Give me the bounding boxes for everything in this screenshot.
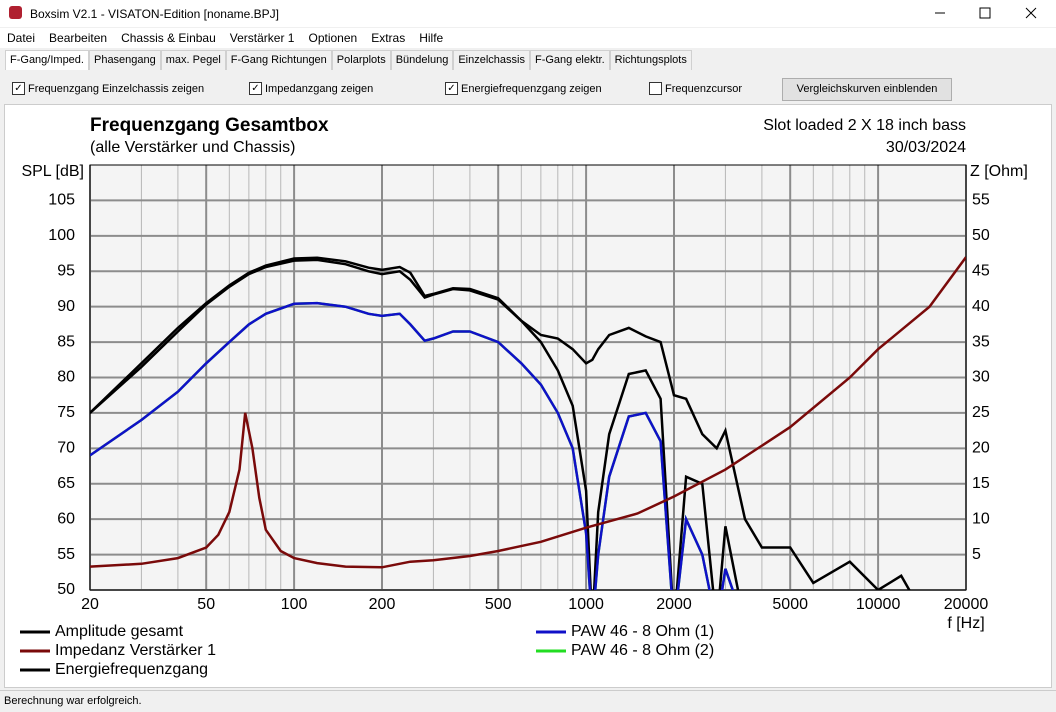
tab[interactable]: F-Gang elektr. [529, 50, 610, 70]
legend-label: PAW 46 - 8 Ohm (1) [571, 623, 714, 640]
checkbox-label: Energiefrequenzgang zeigen [461, 82, 602, 95]
window-title: Boxsim V2.1 - VISATON-Edition [noname.BP… [30, 7, 279, 21]
checkbox-option[interactable]: ✓ Impedanzgang zeigen [249, 82, 373, 95]
y-tick-label: 95 [57, 262, 75, 279]
x-tick-label: 20 [81, 596, 99, 613]
x-tick-label: 20000 [944, 596, 989, 613]
checkbox-label: Impedanzgang zeigen [265, 82, 374, 95]
x-tick-label: 100 [281, 596, 308, 613]
maximize[interactable] [979, 7, 991, 19]
y2-tick-label: 40 [972, 298, 990, 315]
menu-item[interactable]: Datei [7, 31, 36, 45]
y-axis-label: SPL [dB] [21, 163, 84, 180]
close[interactable] [1025, 7, 1037, 19]
series-line [90, 256, 966, 569]
menu-item[interactable]: Extras [371, 31, 406, 45]
y-tick-label: 65 [57, 475, 75, 492]
checkbox[interactable]: ✓ [12, 82, 25, 95]
checkbox-option[interactable]: ✓ Energiefrequenzgang zeigen [445, 82, 602, 95]
y2-tick-label: 25 [972, 404, 990, 421]
x-tick-label: 1000 [568, 596, 604, 613]
y-tick-label: 80 [57, 369, 75, 386]
y2-tick-label: 55 [972, 192, 990, 209]
legend-label: Amplitude gesamt [55, 623, 184, 640]
chart: Frequenzgang Gesamtbox (alle Verstärker … [20, 115, 1028, 678]
x-tick-label: 5000 [772, 596, 808, 613]
y-tick-label: 55 [57, 546, 75, 563]
x-axis-label: f [Hz] [947, 615, 984, 632]
series-line [90, 258, 740, 590]
y-tick-label: 85 [57, 333, 75, 350]
y2-tick-label: 15 [972, 475, 990, 492]
y2-tick-label: 5 [972, 546, 981, 563]
series-line [90, 256, 911, 590]
chart-date: 30/03/2024 [886, 139, 966, 156]
x-tick-label: 2000 [656, 596, 692, 613]
x-tick-label: 200 [369, 596, 396, 613]
tab[interactable]: Phasengang [88, 50, 161, 70]
chart-subtitle: (alle Verstärker und Chassis) [90, 139, 295, 156]
tab[interactable]: F-Gang/Imped. [5, 50, 89, 70]
title-bar: Boxsim V2.1 - VISATON-Edition [noname.BP… [0, 0, 1056, 27]
y-tick-label: 105 [48, 192, 75, 209]
plot-frame [89, 164, 967, 591]
menu-item[interactable]: Chassis & Einbau [121, 31, 216, 45]
x-tick-label: 50 [197, 596, 215, 613]
tab[interactable]: Einzelchassis [453, 50, 530, 70]
menu-item[interactable]: Verstärker 1 [229, 31, 295, 45]
window-controls[interactable] [920, 0, 1056, 27]
app-icon [9, 6, 22, 19]
x-tick-label: 500 [485, 596, 512, 613]
x-tick-label: 10000 [856, 596, 901, 613]
legend-label: Impedanz Verstärker 1 [55, 642, 216, 659]
tab[interactable]: F-Gang Richtungen [225, 50, 332, 70]
tab-bar: F-Gang/Imped. Phasengang max. Pegel F-Gang … [5, 50, 692, 70]
y2-tick-label: 20 [972, 440, 990, 457]
legend-label: Energiefrequenzgang [55, 661, 208, 678]
y2-tick-label: 30 [972, 369, 990, 386]
y2-axis-label: Z [Ohm] [970, 163, 1028, 180]
checkbox[interactable]: ✓ [445, 82, 458, 95]
button[interactable]: Vergleichskurven einblenden [782, 78, 952, 101]
y-tick-label: 90 [57, 298, 75, 315]
checkbox-label: Frequenzcursor [665, 82, 743, 95]
y2-tick-label: 45 [972, 262, 990, 279]
status-bar: Berechnung war erfolgreich. [0, 690, 1056, 711]
y-tick-label: 100 [48, 227, 75, 244]
series-line [90, 301, 735, 590]
y-tick-label: 70 [57, 440, 75, 457]
tab[interactable]: Bündelung [390, 50, 454, 70]
y2-tick-label: 50 [972, 227, 990, 244]
tab[interactable]: Polarplots [331, 50, 391, 70]
y-tick-label: 50 [57, 581, 75, 598]
checkbox-option[interactable]: ✓ Frequenzgang Einzelchassis zeigen [12, 82, 204, 95]
y2-tick-label: 35 [972, 333, 990, 350]
tab[interactable]: Richtungsplots [609, 50, 692, 70]
menu-bar: Datei Bearbeiten Chassis & Einbau Verstärke… [0, 28, 1056, 48]
checkbox[interactable] [649, 82, 662, 95]
checkbox-option[interactable]: Frequenzcursor [649, 82, 742, 95]
y-tick-label: 60 [57, 510, 75, 527]
checkbox-label: Frequenzgang Einzelchassis zeigen [28, 82, 205, 95]
chart-title: Frequenzgang Gesamtbox [90, 115, 329, 136]
menu-item[interactable]: Bearbeiten [49, 31, 108, 45]
tab[interactable]: max. Pegel [160, 50, 226, 70]
legend-label: PAW 46 - 8 Ohm (2) [571, 642, 714, 659]
chart-note: Slot loaded 2 X 18 inch bass [763, 117, 966, 134]
menu-item[interactable]: Optionen [308, 31, 358, 45]
y2-tick-label: 10 [972, 510, 990, 527]
y-tick-label: 75 [57, 404, 75, 421]
checkbox[interactable]: ✓ [249, 82, 262, 95]
menu-item[interactable]: Hilfe [419, 31, 444, 45]
